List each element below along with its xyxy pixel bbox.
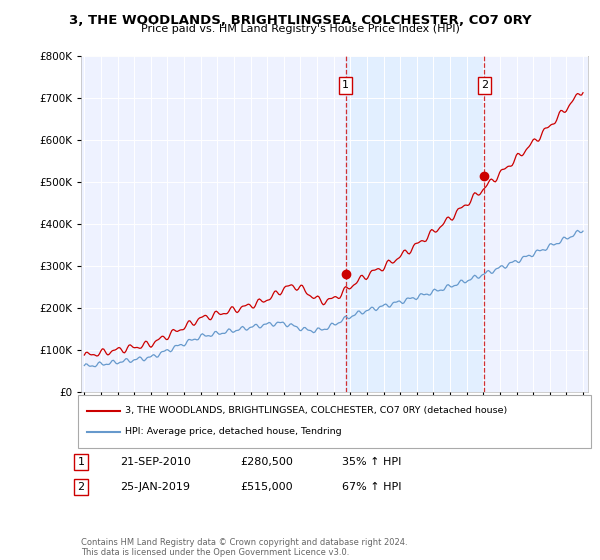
Bar [346,56,484,392]
Text: 2: 2 [481,81,488,90]
Text: 1: 1 [342,81,349,90]
Text: 3, THE WOODLANDS, BRIGHTLINGSEA, COLCHESTER, CO7 0RY (detached house): 3, THE WOODLANDS, BRIGHTLINGSEA, COLCHES… [125,407,507,416]
Text: 3, THE WOODLANDS, BRIGHTLINGSEA, COLCHESTER, CO7 0RY: 3, THE WOODLANDS, BRIGHTLINGSEA, COLCHES… [68,14,532,27]
Text: 2: 2 [77,482,85,492]
Text: £515,000: £515,000 [240,482,293,492]
Text: £280,500: £280,500 [240,457,293,467]
Text: 35% ↑ HPI: 35% ↑ HPI [342,457,401,467]
Text: 25-JAN-2019: 25-JAN-2019 [120,482,190,492]
Text: Contains HM Land Registry data © Crown copyright and database right 2024.
This d: Contains HM Land Registry data © Crown c… [81,538,407,557]
Text: Price paid vs. HM Land Registry's House Price Index (HPI): Price paid vs. HM Land Registry's House … [140,24,460,34]
Text: 1: 1 [77,457,85,467]
Text: HPI: Average price, detached house, Tendring: HPI: Average price, detached house, Tend… [125,427,341,436]
Text: 21-SEP-2010: 21-SEP-2010 [120,457,191,467]
Text: 67% ↑ HPI: 67% ↑ HPI [342,482,401,492]
